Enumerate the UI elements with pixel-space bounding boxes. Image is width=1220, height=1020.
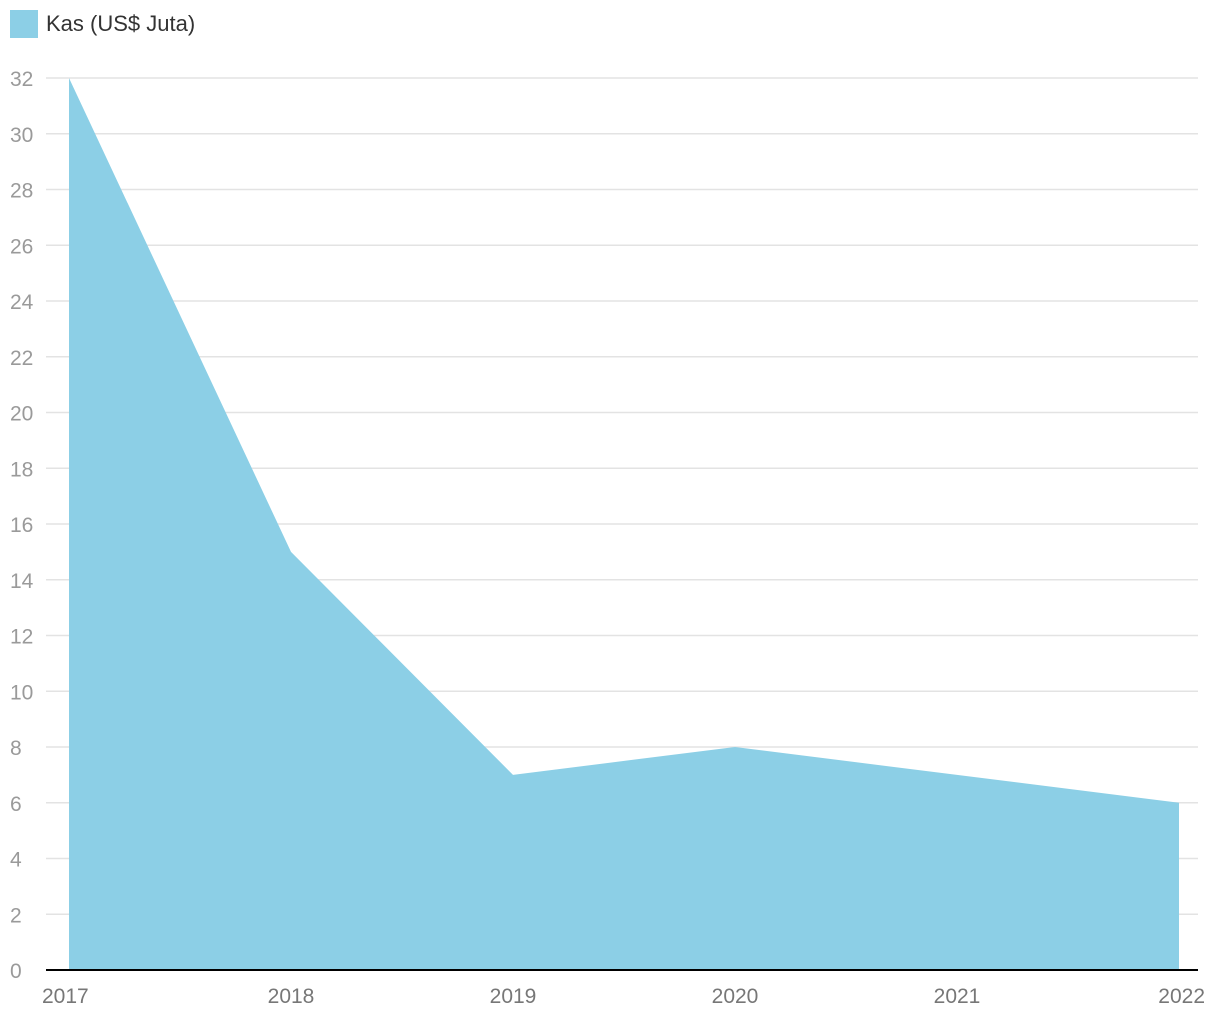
x-tick-label: 2022 [1158,985,1205,1008]
y-tick-label: 12 [10,626,33,649]
y-tick-label: 20 [10,403,33,426]
y-tick-label: 32 [10,68,33,91]
x-tick-label: 2018 [268,985,315,1008]
area-fill [69,78,1179,970]
y-tick-label: 30 [10,124,33,147]
y-tick-label: 24 [10,291,34,314]
area-series [69,78,1179,970]
y-tick-label: 6 [10,793,22,816]
x-tick-label: 2017 [42,985,89,1008]
x-axis-tick-labels: 2017 2018 2019 2020 2021 2022 [42,985,1205,1008]
y-tick-label: 16 [10,514,33,537]
legend-label: Kas (US$ Juta) [46,11,196,36]
legend: Kas (US$ Juta) [10,10,195,38]
y-tick-label: 22 [10,347,33,370]
y-tick-label: 14 [10,570,34,593]
legend-swatch [10,10,38,38]
y-tick-label: 0 [10,960,22,983]
y-tick-label: 26 [10,235,33,258]
y-tick-label: 28 [10,180,33,203]
x-tick-label: 2019 [490,985,537,1008]
x-tick-label: 2021 [934,985,981,1008]
y-tick-label: 8 [10,737,22,760]
y-tick-label: 4 [10,849,22,872]
y-tick-label: 18 [10,458,33,481]
y-tick-label: 10 [10,681,33,704]
y-tick-label: 2 [10,904,22,927]
x-tick-label: 2020 [712,985,759,1008]
